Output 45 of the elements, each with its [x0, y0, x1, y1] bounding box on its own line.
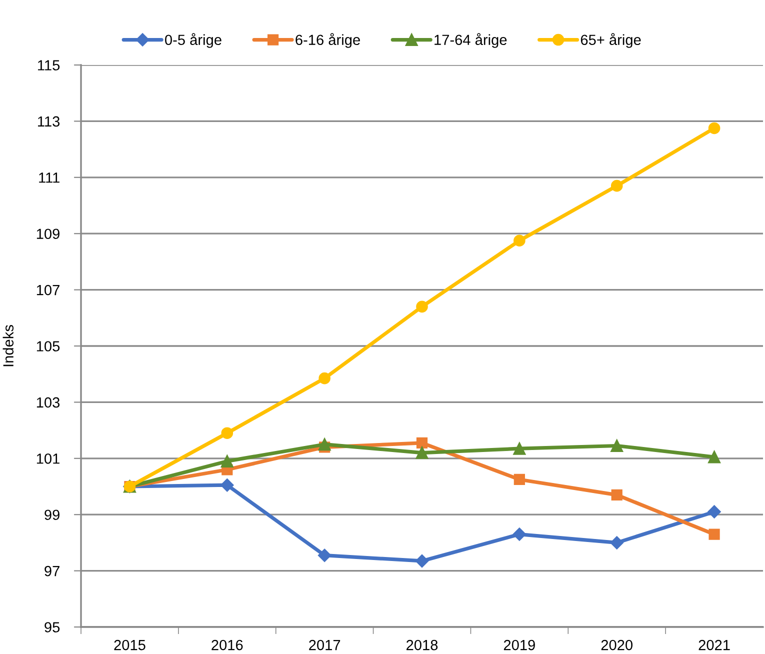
y-tick-label: 111 — [39, 172, 60, 183]
point — [708, 528, 720, 540]
point — [221, 427, 234, 440]
y-tick-label: 103 — [36, 397, 60, 408]
y-tick-label: 105 — [36, 341, 60, 352]
point — [610, 440, 624, 452]
legend-label: 0-5 årige — [165, 33, 222, 48]
legend-label: 17-64 årige — [434, 33, 507, 48]
x-tick-label: 2019 — [504, 640, 535, 650]
y-tick-label: 95 — [44, 622, 60, 632]
point — [220, 478, 234, 492]
point — [514, 474, 525, 486]
point — [318, 548, 332, 562]
x-tick-label: 2020 — [601, 640, 633, 650]
point — [416, 300, 428, 313]
point — [708, 122, 720, 134]
point — [416, 437, 428, 448]
point — [415, 554, 429, 568]
x-tick-label: 2016 — [212, 640, 243, 650]
point — [610, 180, 623, 192]
legend-label: 65+ årige — [580, 33, 641, 48]
y-tick-label: 113 — [38, 116, 60, 127]
point — [611, 489, 622, 500]
point — [512, 528, 526, 541]
point — [513, 442, 526, 455]
x-tick-label: 2017 — [309, 640, 340, 650]
point — [318, 438, 331, 451]
y-tick-label: 97 — [44, 566, 60, 576]
x-tick-label: 2021 — [698, 640, 730, 650]
y-tick-label: 99 — [44, 510, 60, 520]
point — [514, 234, 526, 247]
y-tick-label: 109 — [36, 228, 60, 240]
y-tick-label: 115 — [38, 60, 60, 70]
y-tick-label: 107 — [36, 284, 60, 296]
point — [318, 372, 330, 384]
x-tick-label: 2018 — [406, 640, 438, 650]
point — [220, 454, 234, 468]
x-tick-label: 2015 — [114, 640, 146, 650]
legend-label: 6-16 årige — [296, 33, 360, 48]
point — [416, 446, 428, 460]
y-axis-title: Indeks — [2, 325, 14, 366]
point — [708, 505, 721, 518]
point — [610, 536, 624, 550]
y-tick-label: 101 — [36, 454, 60, 464]
point — [708, 450, 721, 464]
